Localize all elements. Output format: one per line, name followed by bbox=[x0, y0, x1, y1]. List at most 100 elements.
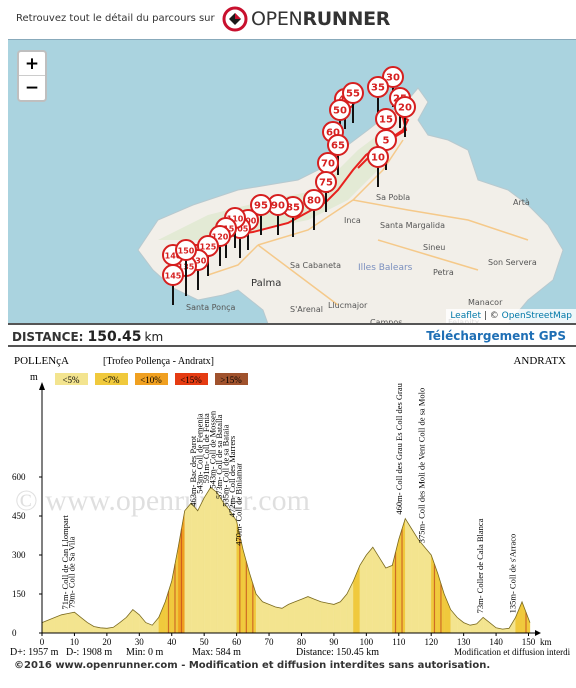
x-tick-label: 0 bbox=[40, 637, 45, 647]
km-marker-label: 110 bbox=[227, 215, 244, 224]
y-tick-label: 0 bbox=[12, 628, 17, 638]
km-marker[interactable]: 55 bbox=[342, 82, 364, 123]
legend-item: <7% bbox=[95, 373, 128, 385]
pass-annotation: 73m- Coller de Cala Blanca bbox=[475, 518, 485, 613]
grade-segment bbox=[444, 593, 451, 634]
km-marker-label: 105 bbox=[232, 225, 249, 234]
pass-annotation: 135m- Coll de s'Arraco bbox=[508, 534, 518, 614]
grade-segment bbox=[288, 601, 296, 634]
km-marker-label: 95 bbox=[254, 201, 268, 212]
pass-annotation: 573m- Coll de sa Batalla bbox=[214, 414, 224, 499]
km-marker-label: 20 bbox=[398, 103, 412, 114]
grade-segment bbox=[379, 557, 386, 634]
km-marker[interactable]: 95 bbox=[250, 194, 272, 235]
zoom-out-button[interactable]: − bbox=[24, 78, 40, 98]
y-axis-arrow bbox=[39, 382, 45, 390]
km-marker-label: 90 bbox=[271, 201, 285, 212]
km-marker[interactable]: 35 bbox=[367, 76, 389, 117]
leaflet-link[interactable]: Leaflet bbox=[450, 311, 481, 321]
zoom-in-button[interactable]: + bbox=[19, 52, 45, 76]
x-tick-label: 70 bbox=[265, 637, 275, 647]
km-marker[interactable]: 145 bbox=[162, 264, 184, 305]
profile-title: [Trofeo Pollença - Andratx] bbox=[103, 356, 214, 367]
grade-segment bbox=[307, 596, 315, 634]
km-marker[interactable]: 10 bbox=[367, 146, 389, 187]
km-marker[interactable]: 80 bbox=[303, 189, 325, 230]
grade-segment bbox=[204, 486, 211, 634]
pass-annotation: 535m- Coll de sa Bataia bbox=[220, 424, 230, 506]
km-marker-label: 75 bbox=[319, 178, 333, 189]
km-marker-label: 5 bbox=[383, 136, 390, 147]
km-marker-label: 125 bbox=[200, 243, 217, 252]
legend-item: >15% bbox=[215, 373, 248, 385]
km-marker[interactable]: 20 bbox=[394, 96, 416, 137]
gps-download-link[interactable]: Téléchargement GPS bbox=[426, 329, 566, 343]
map-place-label: Inca bbox=[344, 216, 361, 225]
km-marker-label: 35 bbox=[371, 83, 385, 94]
grade-segment bbox=[61, 613, 69, 634]
grade-segment bbox=[301, 596, 309, 634]
pass-annotation: 470m- Coll de Biniamar bbox=[233, 463, 243, 546]
km-marker[interactable]: 50 bbox=[329, 99, 351, 140]
grade-segment bbox=[275, 606, 283, 634]
km-marker-label: 65 bbox=[331, 141, 345, 152]
x-tick-label: 60 bbox=[232, 637, 242, 647]
pass-annotation: 79m- Coll de Sa Vila bbox=[66, 536, 76, 608]
pass-annotation: 375m- Coll des Moli de Vent Coll de sa M… bbox=[417, 388, 427, 543]
mountain-relief bbox=[158, 135, 388, 240]
openrunner-logo[interactable]: OPENRUNNER bbox=[222, 6, 390, 32]
road-network bbox=[207, 139, 529, 306]
grade-segment bbox=[489, 622, 497, 634]
grade-segment bbox=[476, 617, 484, 634]
grade-segment bbox=[366, 546, 373, 634]
km-marker-label: 145 bbox=[165, 272, 182, 281]
pass-annotation: 543m- Coll de Mossen bbox=[208, 410, 218, 488]
elevation-profile: POLLENçA [Trofeo Pollença - Andratx] ANDRA… bbox=[0, 350, 576, 660]
legend-item: <15% bbox=[175, 373, 208, 385]
profile-stat-distance: Distance: 150.45 km bbox=[296, 647, 379, 658]
grade-segment bbox=[191, 502, 198, 634]
map-place-label: Artà bbox=[513, 198, 530, 207]
km-marker-label: 50 bbox=[333, 106, 347, 117]
grade-segment bbox=[184, 502, 192, 634]
km-marker-label: 140 bbox=[165, 252, 182, 261]
x-tick-label: 120 bbox=[424, 637, 438, 647]
grade-segment bbox=[294, 598, 302, 634]
legend-item: <5% bbox=[55, 373, 88, 385]
grade-segment bbox=[327, 602, 335, 634]
x-tick-label: 20 bbox=[102, 637, 112, 647]
map-place-label: Son Servera bbox=[488, 258, 537, 267]
km-marker[interactable]: 90 bbox=[267, 194, 289, 235]
map-place-label: Santa Margalida bbox=[380, 221, 445, 230]
x-tick-label: 150 bbox=[522, 637, 536, 647]
profile-stat-max: Max: 584 m bbox=[192, 647, 241, 658]
legend-item: <10% bbox=[135, 373, 168, 385]
x-tick-label: 40 bbox=[167, 637, 177, 647]
km-marker[interactable]: 65 bbox=[327, 134, 349, 175]
km-marker[interactable]: 150 bbox=[175, 239, 197, 280]
grade-segment bbox=[74, 611, 82, 634]
map-place-label: Llucmajor bbox=[328, 301, 368, 310]
legend-label: >15% bbox=[220, 375, 242, 385]
watermark: © www.openrunner.com bbox=[15, 484, 310, 517]
km-marker[interactable]: 75 bbox=[315, 171, 337, 212]
map-place-label: S'Arenal bbox=[290, 305, 323, 314]
grade-segment bbox=[359, 554, 367, 634]
grade-segment bbox=[320, 601, 328, 634]
x-tick-label: 10 bbox=[70, 637, 80, 647]
grade-segment bbox=[340, 593, 348, 634]
x-tick-label: 30 bbox=[135, 637, 145, 647]
grade-segment bbox=[385, 565, 393, 634]
y-tick-label: 300 bbox=[12, 550, 26, 560]
x-tick-label: 50 bbox=[200, 637, 210, 647]
copyright-footer: ©2016 www.openrunner.com - Modification … bbox=[14, 660, 491, 671]
grade-segment bbox=[353, 565, 361, 634]
map-place-label: Petra bbox=[433, 268, 454, 277]
zoom-control: + − bbox=[17, 50, 47, 102]
grade-segment bbox=[152, 616, 159, 634]
osm-link[interactable]: OpenStreetMap bbox=[501, 311, 572, 321]
km-markers: 3035252015510455550606570758085909510010… bbox=[162, 66, 416, 305]
